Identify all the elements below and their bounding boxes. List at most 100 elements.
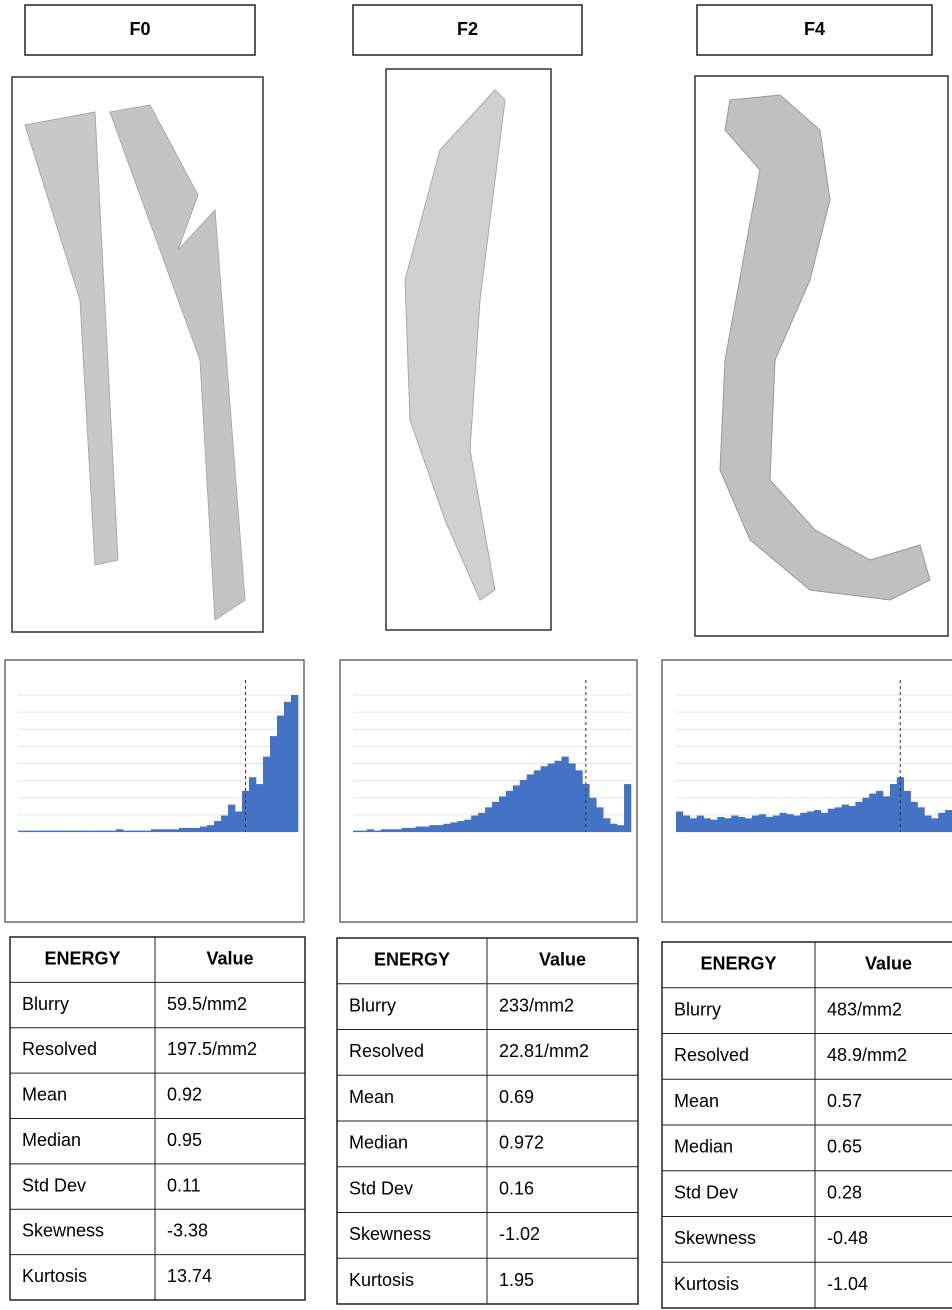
histogram-bar — [373, 830, 382, 832]
histogram-bar — [938, 812, 946, 832]
histogram-bar — [855, 801, 863, 832]
table-cell: 483/mm2 — [827, 999, 902, 1019]
table-header: ENERGY — [44, 948, 120, 968]
histogram-bar — [353, 830, 361, 832]
histogram-bar — [464, 819, 472, 832]
histogram-bar — [896, 777, 904, 832]
histogram-bar — [46, 830, 54, 832]
histogram-bar — [214, 821, 222, 832]
histogram-bar — [696, 815, 704, 832]
histogram-bar — [724, 818, 732, 832]
panel-label-box — [696, 4, 933, 56]
table-cell: -1.02 — [499, 1224, 540, 1244]
histogram-bar — [589, 797, 597, 832]
table-cell: Skewness — [674, 1228, 756, 1248]
histogram-bar — [429, 825, 437, 832]
histogram-bar — [263, 756, 271, 832]
tissue-image — [385, 68, 552, 631]
table-cell: 48.9/mm2 — [827, 1045, 907, 1065]
histogram-bar — [793, 815, 801, 832]
panel-label: F4 — [804, 19, 825, 39]
histogram-bar — [144, 830, 152, 832]
table-cell: 59.5/mm2 — [167, 994, 247, 1014]
histogram-bar — [151, 829, 159, 832]
panel-label: F2 — [457, 19, 478, 39]
histogram-bar — [703, 818, 711, 832]
histogram-bar — [827, 808, 835, 832]
histogram-bar — [876, 790, 884, 832]
histogram-bar — [25, 830, 33, 832]
panel-label-box — [352, 4, 583, 56]
histogram-bar — [88, 830, 96, 832]
table-cell: Resolved — [22, 1039, 97, 1059]
histogram-bar — [67, 830, 75, 832]
table-cell: Kurtosis — [349, 1270, 414, 1290]
histogram-bar — [554, 760, 562, 832]
table-cell: Resolved — [349, 1041, 424, 1061]
histogram-bar — [485, 807, 493, 832]
histogram-bar — [498, 796, 507, 832]
histogram-frame — [339, 659, 638, 923]
panel-label: F0 — [129, 19, 150, 39]
histogram-bar — [60, 830, 68, 832]
histogram-bar — [450, 822, 458, 832]
histogram-bar — [256, 784, 264, 832]
histogram-bar — [207, 825, 215, 832]
histogram-bar — [710, 819, 718, 832]
histogram-bar — [165, 829, 173, 832]
histogram-bar — [751, 815, 760, 832]
table-header: ENERGY — [374, 950, 450, 970]
histogram-bar — [745, 818, 753, 832]
table-cell: Std Dev — [22, 1175, 86, 1195]
table-cell: 0.57 — [827, 1091, 862, 1111]
histogram-bar — [277, 715, 285, 832]
histogram-bar — [200, 826, 208, 832]
histogram-bar — [917, 807, 925, 832]
histogram-bar — [738, 816, 746, 832]
table-cell: -0.48 — [827, 1228, 868, 1248]
histogram-bar — [471, 815, 479, 832]
histogram-bar — [186, 827, 194, 832]
histogram-bar — [519, 779, 528, 832]
histogram-bar — [53, 830, 61, 832]
histogram-bar — [32, 830, 40, 832]
histogram-bar — [116, 829, 124, 832]
histogram-bar — [291, 695, 299, 832]
histogram-bar — [526, 774, 534, 832]
histogram-bar — [109, 830, 117, 832]
histogram-bar — [270, 736, 278, 832]
table-cell: 0.65 — [827, 1137, 862, 1157]
histogram-bar — [561, 756, 569, 832]
histogram-bar — [443, 823, 451, 832]
table-cell: Blurry — [674, 999, 721, 1019]
table-cell: Median — [674, 1137, 733, 1157]
table-cell: Median — [22, 1130, 81, 1150]
table-cell: Median — [349, 1133, 408, 1153]
table-cell: Std Dev — [349, 1178, 413, 1198]
table-cell: 0.972 — [499, 1133, 544, 1153]
histogram-bar — [869, 793, 877, 832]
histogram-bar — [130, 830, 138, 832]
histogram-bar — [401, 827, 409, 832]
table-cell: 233/mm2 — [499, 995, 574, 1015]
histogram-bar — [540, 766, 548, 832]
histogram-bar — [834, 807, 842, 832]
histogram-bar — [603, 818, 611, 832]
table-header: Value — [865, 954, 912, 974]
histogram-bar — [848, 805, 856, 832]
histogram-bar — [862, 797, 870, 832]
histogram-bar — [800, 812, 808, 832]
histogram-bar — [81, 830, 89, 832]
table-cell: -3.38 — [167, 1221, 208, 1241]
table-cell: 13.74 — [167, 1266, 212, 1286]
table-cell: 197.5/mm2 — [167, 1039, 257, 1059]
histogram-bar — [547, 763, 555, 832]
histogram-bar — [249, 777, 257, 832]
histogram-bar — [242, 790, 250, 832]
histogram-bar — [889, 784, 898, 832]
histogram-bar — [422, 826, 430, 832]
histogram-bar — [689, 818, 697, 832]
histogram-bar — [617, 825, 625, 832]
histogram-bar — [436, 825, 444, 832]
histogram-bar — [765, 816, 773, 832]
